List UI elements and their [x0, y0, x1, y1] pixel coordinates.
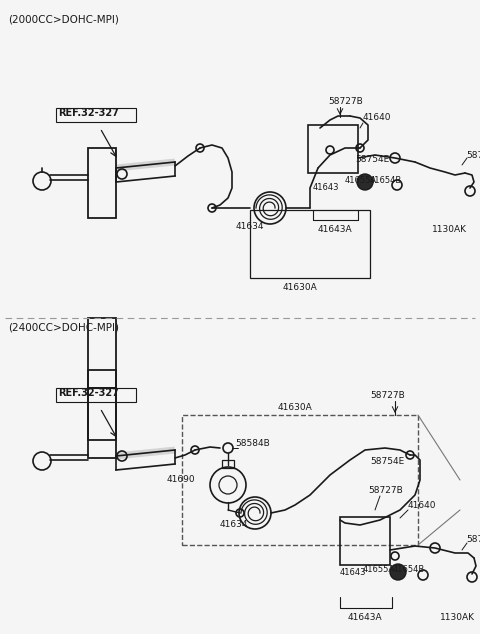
Bar: [88, 388, 116, 458]
Text: 1130AK: 1130AK: [432, 225, 467, 234]
Text: 58727B: 58727B: [466, 536, 480, 545]
Text: 41654B: 41654B: [370, 176, 402, 185]
Text: 58727B: 58727B: [466, 150, 480, 160]
Text: 41654B: 41654B: [393, 565, 425, 574]
Text: 58727B: 58727B: [368, 486, 403, 495]
Text: (2000CC>DOHC-MPI): (2000CC>DOHC-MPI): [8, 14, 119, 24]
Bar: [182, 415, 418, 545]
Text: REF.32-327: REF.32-327: [58, 388, 119, 398]
Text: 41655A: 41655A: [345, 176, 377, 185]
Circle shape: [357, 174, 373, 190]
Text: 58754E: 58754E: [355, 155, 389, 164]
Text: 58727B: 58727B: [371, 391, 406, 400]
Text: 41643: 41643: [313, 183, 339, 192]
Text: 41690: 41690: [167, 476, 195, 484]
Bar: [88, 318, 116, 388]
Text: 41640: 41640: [363, 113, 392, 122]
Bar: [250, 210, 370, 278]
Text: 41630A: 41630A: [283, 283, 317, 292]
Text: 41630A: 41630A: [277, 403, 312, 412]
Bar: [308, 125, 358, 173]
Text: 58584B: 58584B: [235, 439, 270, 448]
Text: 58754E: 58754E: [370, 458, 404, 467]
Text: 41643: 41643: [340, 568, 367, 577]
Text: 1130AK: 1130AK: [440, 613, 475, 622]
Text: 41643A: 41643A: [348, 613, 382, 622]
Circle shape: [390, 564, 406, 580]
Bar: [88, 148, 116, 218]
Bar: [222, 460, 234, 468]
Text: 41634: 41634: [236, 222, 264, 231]
Text: REF.32-327: REF.32-327: [58, 108, 119, 118]
Text: 41655A: 41655A: [363, 565, 395, 574]
Bar: [56, 108, 136, 122]
Text: (2400CC>DOHC-MPI): (2400CC>DOHC-MPI): [8, 322, 119, 332]
Bar: [340, 517, 390, 565]
Bar: [88, 370, 116, 440]
Text: 58727B: 58727B: [328, 97, 363, 106]
Text: 41634: 41634: [220, 520, 249, 529]
Text: 41643A: 41643A: [318, 225, 352, 234]
Text: 41640: 41640: [408, 500, 436, 510]
Bar: [56, 388, 136, 402]
